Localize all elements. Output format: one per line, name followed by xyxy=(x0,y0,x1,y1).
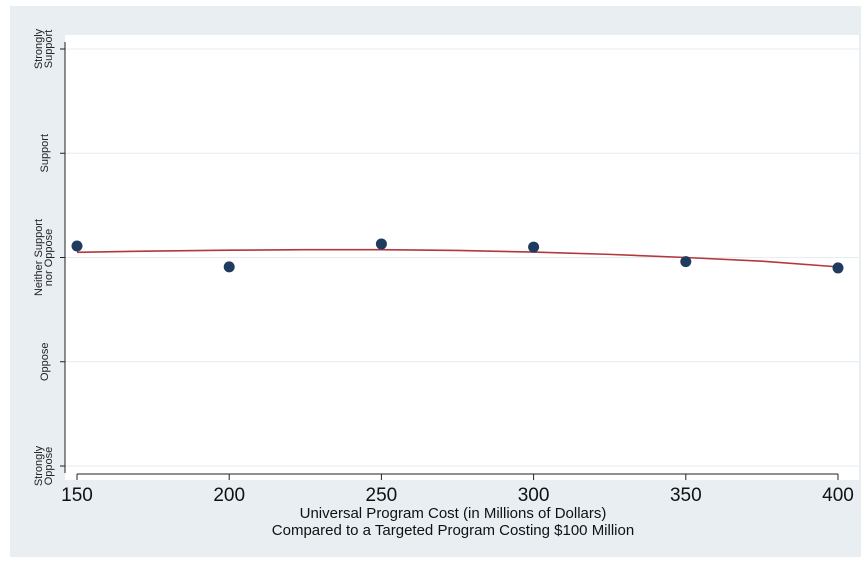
y-tick-label-line: Support xyxy=(43,30,55,69)
y-tick-label-line: Support xyxy=(39,134,51,173)
data-point xyxy=(223,261,235,273)
y-tick-label: Neither Supportnor Oppose xyxy=(33,219,55,296)
y-tick-label-line: Strongly xyxy=(33,28,45,69)
x-tick-label: 250 xyxy=(366,485,398,506)
y-tick-label-line: Oppose xyxy=(39,342,51,381)
y-tick-label-line: Oppose xyxy=(43,447,55,486)
y-tick-label-line: Neither Support xyxy=(33,219,45,296)
series xyxy=(71,238,844,274)
fit-line xyxy=(76,248,839,268)
x-tick-label: 350 xyxy=(670,485,702,506)
figure: StronglyOppose Oppose Neither Supportnor O… xyxy=(10,6,861,557)
x-tick-label: 400 xyxy=(822,485,854,506)
x-tick-label: 200 xyxy=(213,485,245,506)
x-tick-label: 300 xyxy=(518,485,550,506)
y-tick-label-line: Strongly xyxy=(33,445,45,486)
data-point xyxy=(832,262,844,274)
y-tick-label: Support xyxy=(39,134,51,173)
data-point xyxy=(680,256,692,268)
y-tick-label: StronglySupport xyxy=(33,28,55,69)
x-axis-label-line-2: Compared to a Targeted Program Costing $… xyxy=(272,522,634,539)
gridlines xyxy=(65,48,859,467)
data-point xyxy=(528,241,540,253)
data-point xyxy=(375,238,387,250)
x-axis-label-line-1: Universal Program Cost (in Millions of D… xyxy=(300,505,607,522)
x-tick-label: 150 xyxy=(61,485,93,506)
x-ticks: 150 200 250 300 350 400 xyxy=(61,474,854,506)
y-tick-label: Oppose xyxy=(39,342,51,381)
data-point xyxy=(71,240,83,252)
y-tick-label-line: nor Oppose xyxy=(43,229,55,286)
y-tick-label: StronglyOppose xyxy=(33,445,55,486)
